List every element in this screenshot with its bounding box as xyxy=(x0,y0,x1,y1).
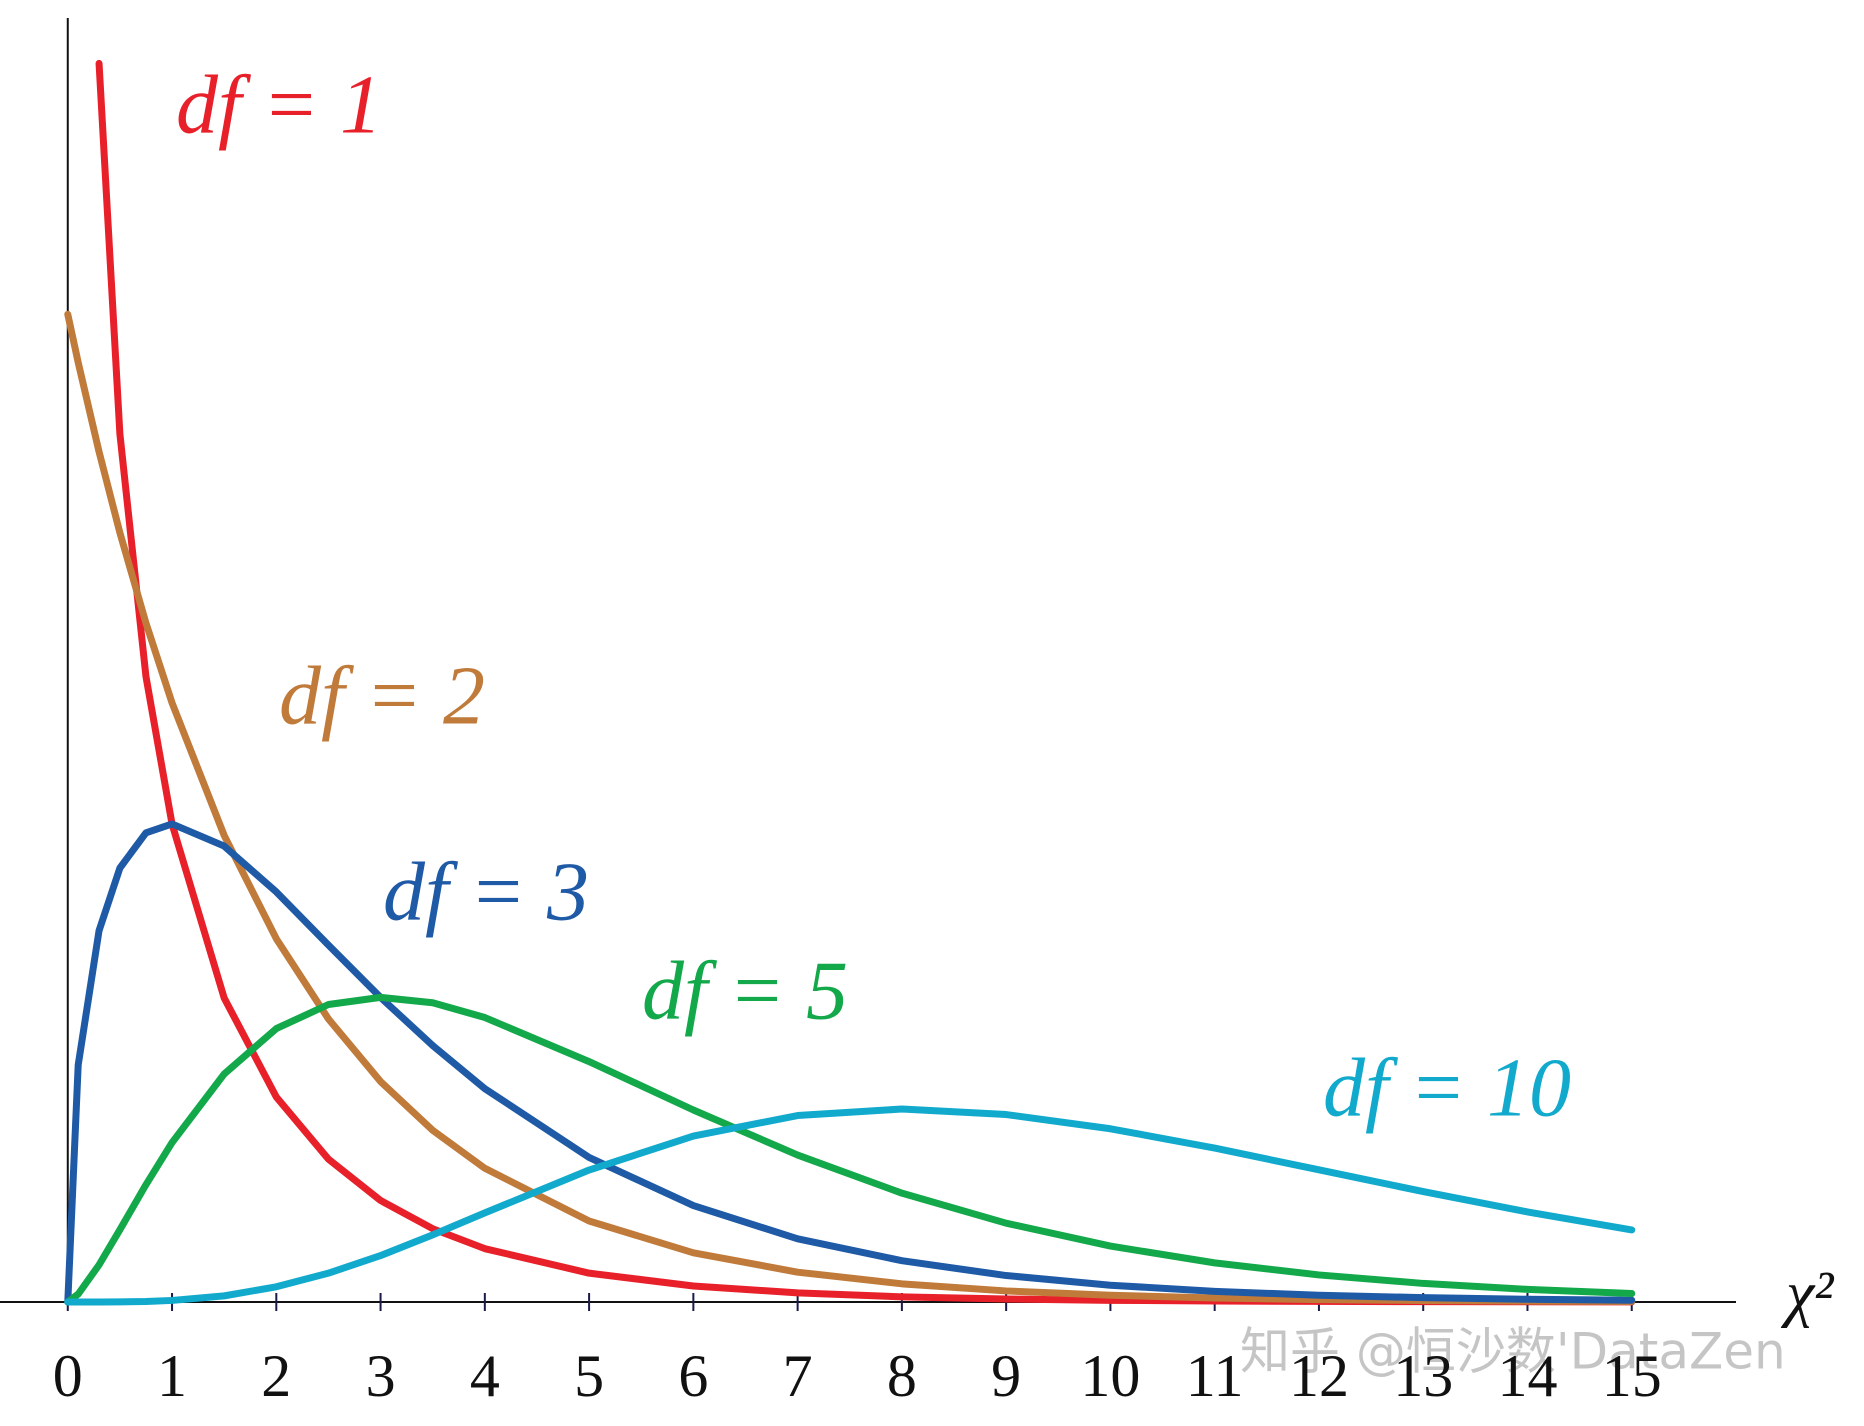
series-label: df = 2 xyxy=(279,649,485,742)
x-tick-label: 12 xyxy=(1289,1343,1349,1409)
x-axis-label: χ² xyxy=(1780,1258,1835,1329)
x-tick-label: 9 xyxy=(991,1343,1021,1409)
x-tick-label: 2 xyxy=(261,1343,291,1409)
series-line xyxy=(64,310,1636,1305)
series-line xyxy=(64,1105,1636,1306)
x-tick-label: 15 xyxy=(1602,1343,1662,1409)
x-tick-label: 11 xyxy=(1186,1343,1244,1409)
x-tick-label: 10 xyxy=(1080,1343,1140,1409)
x-tick-label: 3 xyxy=(366,1343,396,1409)
x-tick-label: 0 xyxy=(53,1343,83,1409)
x-tick-label: 4 xyxy=(470,1343,500,1409)
series-line xyxy=(64,820,1636,1306)
series-label: df = 10 xyxy=(1323,1041,1571,1134)
x-tick-label: 1 xyxy=(157,1343,187,1409)
watermark: 知乎 @恒沙数'DataZen xyxy=(1240,1323,1786,1381)
series-line xyxy=(64,993,1636,1306)
series-label: df = 5 xyxy=(642,944,848,1037)
x-tick-label: 5 xyxy=(574,1343,604,1409)
x-tick-label: 13 xyxy=(1393,1343,1453,1409)
x-tick-label: 14 xyxy=(1497,1343,1557,1409)
series-label: df = 3 xyxy=(383,845,589,938)
x-tick-label: 8 xyxy=(887,1343,917,1409)
x-tick-label: 6 xyxy=(678,1343,708,1409)
x-tick-label: 7 xyxy=(783,1343,813,1409)
series-label: df = 1 xyxy=(176,58,382,151)
